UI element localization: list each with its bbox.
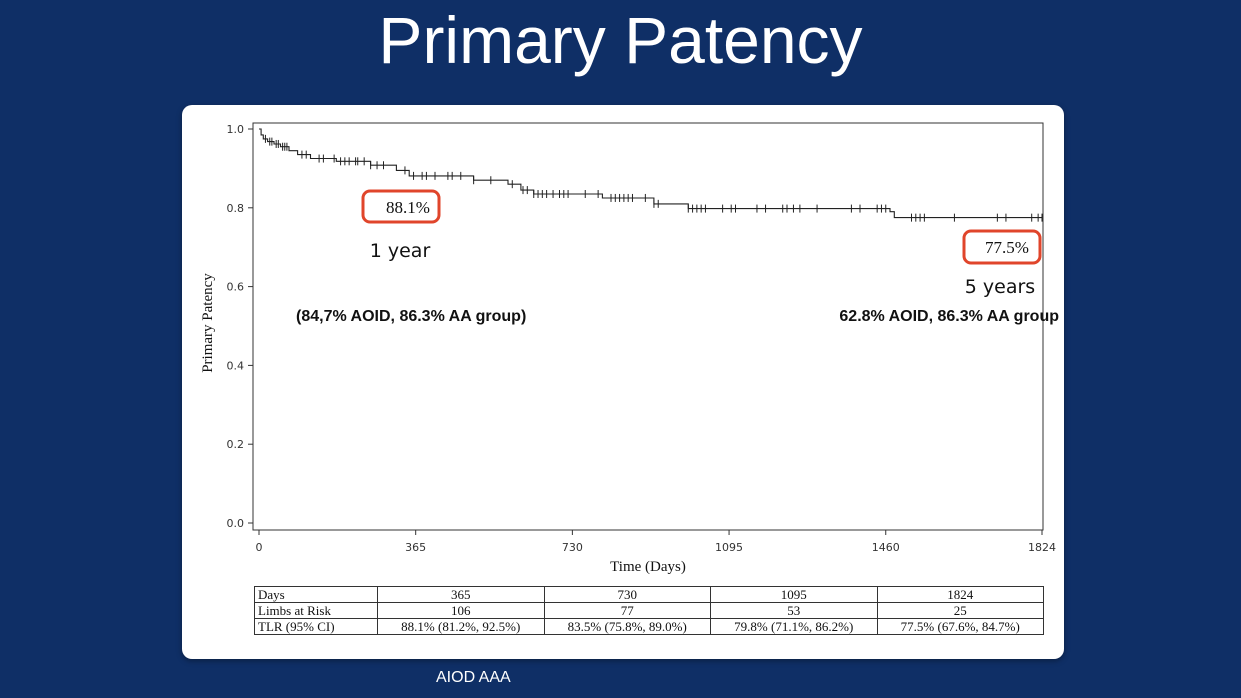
annotation-2-box: [962, 229, 1042, 265]
plot-frame: [252, 122, 1044, 531]
y-tick-label: 1.0: [227, 123, 245, 136]
y-axis-label: Primary Patency: [200, 273, 216, 373]
x-axis-label: Time (Days): [610, 559, 686, 575]
y-tick-label: 0.6: [227, 281, 245, 294]
annotation-1-value: 88.1%: [386, 198, 430, 217]
annotation-2-value: 77.5%: [985, 238, 1029, 257]
annotation-1-sublabel: 1 year: [370, 240, 431, 262]
x-tick-label: 1095: [715, 541, 743, 554]
x-tick-label: 1824: [1028, 541, 1056, 554]
table-cell: Limbs at Risk: [254, 602, 378, 619]
table-row: Limbs at Risk 106 77 53 25: [254, 602, 1044, 619]
table-cell: 79.8% (71.1%, 86.2%): [710, 618, 878, 635]
censor-marks: [264, 134, 1043, 222]
x-tick-label: 365: [405, 541, 426, 554]
table-cell: 88.1% (81.2%, 92.5%): [377, 618, 545, 635]
x-axis-ticks: 0 365 730 1095 1460 1824: [256, 530, 1056, 554]
table-cell: 1095: [710, 586, 878, 603]
table-cell: 1824: [876, 586, 1044, 603]
table-row: TLR (95% CI) 88.1% (81.2%, 92.5%) 83.5% …: [254, 618, 1044, 635]
x-tick-label: 730: [562, 541, 583, 554]
annotation-2-sublabel: 5 years: [965, 276, 1035, 298]
table-cell: Days: [254, 586, 378, 603]
risk-table-header-row: Days 365 730 1095 1824: [254, 586, 1044, 603]
table-cell: 77.5% (67.6%, 84.7%): [876, 618, 1044, 635]
x-tick-label: 0: [256, 541, 263, 554]
chart-card: 0.0 0.2 0.4 0.6 0.8 1.0 0 365 730 1095 1460 1824 P…: [182, 105, 1064, 659]
y-tick-label: 0.4: [227, 359, 245, 372]
table-cell: 25: [876, 602, 1044, 619]
annotation-2-note: 62.8% AOID, 86.3% AA group: [839, 308, 1059, 325]
risk-table: Days 365 730 1095 1824 Limbs at Risk 106…: [254, 586, 1044, 635]
y-tick-label: 0.0: [227, 517, 245, 530]
footer-note: AIOD AAA: [436, 669, 511, 686]
table-cell: TLR (95% CI): [254, 618, 378, 635]
slide-title: Primary Patency: [378, 3, 863, 77]
annotation-1-box: [361, 189, 441, 224]
y-axis-ticks: 0.0 0.2 0.4 0.6 0.8 1.0: [227, 123, 253, 530]
km-chart: 0.0 0.2 0.4 0.6 0.8 1.0 0 365 730 1095 1460 1824 P…: [200, 122, 1059, 575]
table-cell: 83.5% (75.8%, 89.0%): [543, 618, 711, 635]
y-tick-label: 0.2: [227, 438, 245, 451]
table-cell: 365: [377, 586, 545, 603]
table-cell: 730: [543, 586, 711, 603]
x-tick-label: 1460: [872, 541, 900, 554]
table-cell: 53: [710, 602, 878, 619]
table-cell: 77: [543, 602, 711, 619]
annotation-1-note: (84,7% AOID, 86.3% AA group): [296, 308, 526, 325]
y-tick-label: 0.8: [227, 202, 245, 215]
table-cell: 106: [377, 602, 545, 619]
